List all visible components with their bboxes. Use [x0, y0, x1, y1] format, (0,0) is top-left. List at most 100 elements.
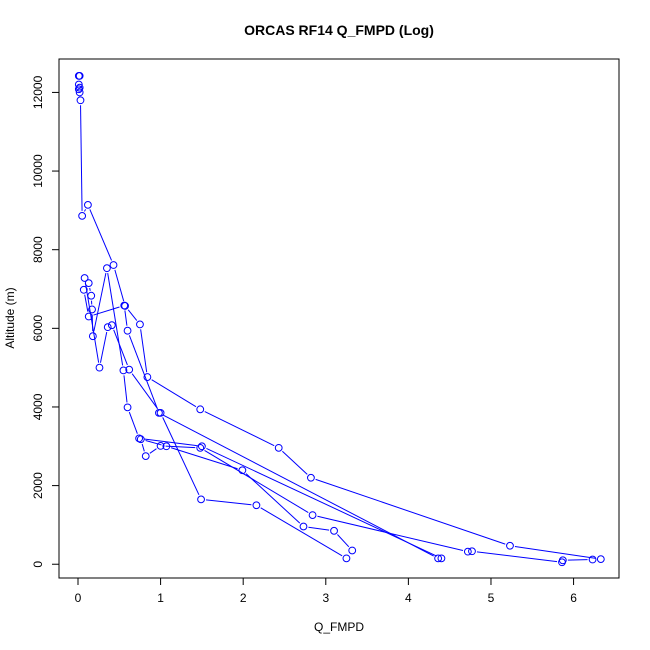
- data-point: [84, 200, 92, 209]
- series-segment: [315, 478, 506, 545]
- data-point: [274, 443, 283, 452]
- series-segment: [162, 417, 200, 496]
- data-point: [135, 434, 144, 443]
- data-point: [75, 72, 84, 80]
- series-segment: [123, 375, 128, 403]
- data-point: [197, 442, 206, 451]
- y-tick-label: 12000: [31, 75, 45, 109]
- series-segment: [163, 414, 434, 557]
- series-segment: [144, 438, 197, 447]
- data-point: [84, 312, 93, 321]
- y-tick-label: 2000: [31, 472, 45, 499]
- data-point: [506, 541, 514, 550]
- series-segment: [206, 447, 438, 557]
- series-segment: [170, 447, 238, 470]
- data-point: [76, 96, 85, 105]
- series-segment: [93, 272, 107, 332]
- y-tick-label: 4000: [31, 393, 45, 420]
- data-point: [125, 365, 134, 374]
- series-segment: [127, 309, 138, 321]
- chart-title: ORCAS RF14 Q_FMPD (Log): [244, 22, 434, 38]
- data-point: [136, 320, 144, 329]
- data-point: [162, 442, 171, 451]
- data-point: [74, 85, 83, 94]
- series-segment: [128, 335, 158, 409]
- data-point: [79, 285, 88, 294]
- data-point: [434, 554, 443, 563]
- data-point: [103, 264, 111, 273]
- series-segment: [89, 287, 91, 291]
- data-point: [88, 332, 97, 341]
- series-segment: [145, 440, 162, 446]
- data-point: [120, 301, 129, 310]
- x-tick-label: 6: [570, 591, 577, 605]
- series-segment: [282, 450, 308, 475]
- x-tick-label: 4: [405, 591, 412, 605]
- series-segment: [567, 559, 588, 561]
- data-point: [119, 366, 128, 375]
- data-point: [78, 211, 87, 220]
- data-point: [342, 554, 351, 563]
- y-tick-label: 10000: [31, 154, 45, 188]
- data-point: [196, 443, 205, 452]
- y-tick-label: 8000: [31, 236, 45, 263]
- data-point: [238, 466, 247, 475]
- data-point: [348, 546, 357, 555]
- series-segment: [204, 449, 309, 513]
- data-point: [468, 547, 476, 556]
- data-point: [74, 80, 83, 89]
- series-lines: [80, 105, 596, 563]
- data-point: [80, 274, 89, 282]
- series-segment: [113, 329, 128, 366]
- series-segment: [140, 329, 148, 373]
- data-point: [307, 473, 315, 482]
- series-segment: [149, 448, 157, 454]
- data-point: [558, 558, 566, 567]
- series-segment: [99, 331, 108, 363]
- data-point: [308, 511, 317, 519]
- series-segment: [93, 306, 120, 316]
- x-axis: 0 1 2 3 4 5 6: [75, 577, 577, 605]
- data-point: [88, 305, 96, 314]
- data-point: [75, 83, 84, 92]
- series-segment: [151, 379, 197, 408]
- data-point: [107, 321, 116, 330]
- x-axis-label: Q_FMPD: [314, 620, 364, 634]
- y-axis: 0 2000 4000 6000 8000 10000 12000: [31, 75, 60, 568]
- series-segment: [204, 411, 275, 447]
- data-point: [103, 323, 112, 332]
- y-tick-label: 0: [31, 561, 45, 568]
- x-tick-label: 3: [322, 591, 329, 605]
- x-tick-label: 2: [240, 591, 247, 605]
- data-point: [588, 555, 597, 564]
- series-segment: [80, 105, 83, 211]
- data-point: [463, 547, 472, 556]
- series-segment: [131, 373, 159, 410]
- data-point: [299, 522, 308, 531]
- data-point: [197, 495, 205, 504]
- y-tick-label: 6000: [31, 315, 45, 342]
- x-tick-label: 0: [75, 591, 82, 605]
- data-point: [143, 373, 152, 381]
- series-segment: [260, 507, 343, 557]
- data-point: [141, 452, 150, 461]
- series-segment: [114, 269, 125, 302]
- series-segment: [337, 534, 350, 548]
- data-point: [437, 554, 446, 563]
- data-point: [109, 261, 118, 269]
- series-segment: [514, 545, 596, 559]
- data-point: [156, 441, 165, 450]
- data-point: [330, 526, 338, 535]
- data-point: [75, 88, 84, 97]
- data-point: [123, 403, 132, 412]
- series-segment: [128, 411, 138, 434]
- data-point: [123, 326, 132, 335]
- series-segment: [476, 551, 558, 563]
- data-point: [84, 279, 93, 288]
- data-point: [196, 405, 205, 414]
- series-segment: [84, 209, 87, 212]
- data-point: [95, 363, 104, 372]
- series-segment: [141, 443, 145, 452]
